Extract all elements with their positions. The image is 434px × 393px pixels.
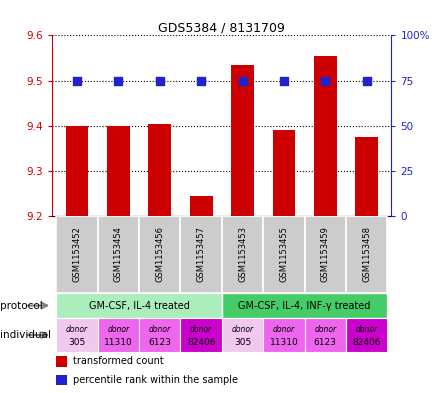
Bar (221, 318, 263, 352)
Text: individual: individual (0, 330, 51, 340)
Text: donor: donor (107, 325, 129, 334)
Text: transformed count: transformed count (72, 356, 163, 366)
Point (362, 77, 369, 84)
Text: 305: 305 (233, 338, 250, 347)
Bar (180, 216, 221, 293)
Bar (230, 65, 253, 216)
Text: donor: donor (66, 325, 88, 334)
Text: 82406: 82406 (187, 338, 215, 347)
Text: GSM1153454: GSM1153454 (114, 226, 123, 283)
Text: GSM1153457: GSM1153457 (196, 226, 205, 283)
Text: GSM1153458: GSM1153458 (362, 226, 370, 283)
Text: donor: donor (231, 325, 253, 334)
Text: GSM1153455: GSM1153455 (279, 226, 288, 283)
Bar (56, 293, 221, 318)
Text: protocol: protocol (0, 301, 43, 310)
Bar (148, 123, 171, 216)
Text: 6123: 6123 (148, 338, 171, 347)
Bar (221, 216, 263, 293)
Bar (345, 216, 386, 293)
Bar (304, 318, 345, 352)
Bar (221, 293, 386, 318)
Text: GSM1153456: GSM1153456 (155, 226, 164, 283)
Point (239, 77, 246, 84)
Bar (263, 216, 304, 293)
Text: 6123: 6123 (313, 338, 336, 347)
Text: GM-CSF, IL-4 treated: GM-CSF, IL-4 treated (89, 301, 189, 310)
Bar (345, 318, 386, 352)
Bar (56, 318, 98, 352)
Bar (66, 126, 88, 216)
Bar (355, 137, 377, 216)
Text: GSM1153459: GSM1153459 (320, 226, 329, 283)
Bar (139, 318, 180, 352)
Point (73, 77, 80, 84)
Bar (98, 318, 139, 352)
Bar (56, 356, 67, 367)
Bar (56, 375, 67, 385)
Text: GSM1153453: GSM1153453 (237, 226, 247, 283)
Bar (304, 216, 345, 293)
Point (115, 77, 122, 84)
Text: 11310: 11310 (104, 338, 132, 347)
Text: 82406: 82406 (352, 338, 380, 347)
Title: GDS5384 / 8131709: GDS5384 / 8131709 (158, 21, 285, 34)
Text: donor: donor (313, 325, 335, 334)
Bar (180, 318, 221, 352)
Bar (107, 126, 129, 216)
Point (280, 77, 287, 84)
Text: GSM1153452: GSM1153452 (72, 226, 81, 283)
Bar (56, 216, 98, 293)
Point (197, 77, 204, 84)
Text: donor: donor (272, 325, 294, 334)
Bar (272, 130, 295, 216)
Bar (98, 216, 139, 293)
Text: donor: donor (190, 325, 212, 334)
Point (156, 77, 163, 84)
Text: 305: 305 (68, 338, 85, 347)
Text: donor: donor (355, 325, 377, 334)
Text: 11310: 11310 (269, 338, 298, 347)
Text: percentile rank within the sample: percentile rank within the sample (72, 375, 237, 385)
Text: donor: donor (148, 325, 171, 334)
Bar (263, 318, 304, 352)
Text: GM-CSF, IL-4, INF-γ treated: GM-CSF, IL-4, INF-γ treated (238, 301, 370, 310)
Point (321, 77, 328, 84)
Bar (139, 216, 180, 293)
Bar (189, 196, 212, 216)
Bar (313, 56, 336, 216)
